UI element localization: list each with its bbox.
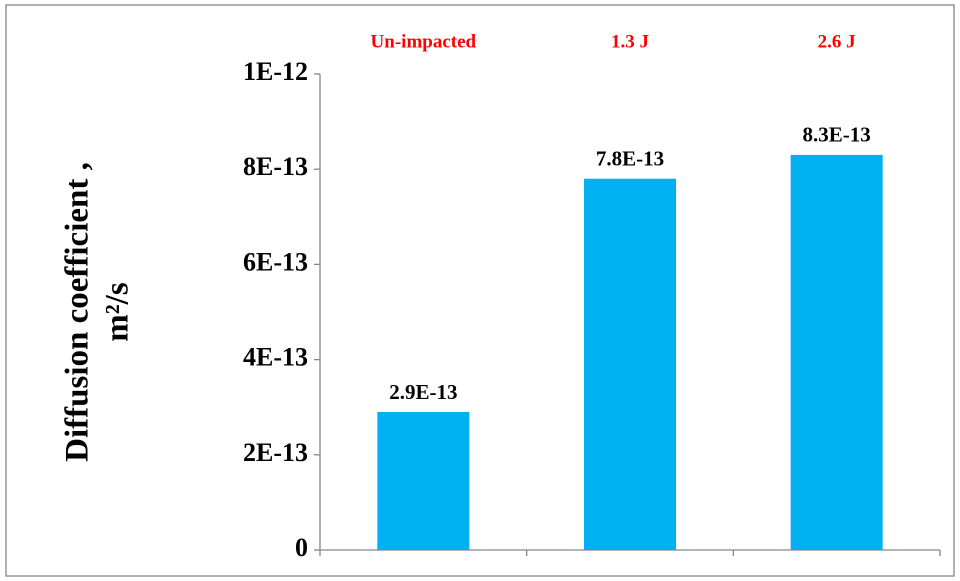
bar: [584, 178, 676, 550]
y-tick-label: 8E-13: [243, 152, 308, 181]
y-axis-title: Diffusion coefficient , m²/s: [60, 162, 136, 462]
bar: [377, 411, 470, 550]
y-label-line: m²/s: [100, 282, 136, 342]
value-label: 8.3E-13: [803, 123, 871, 147]
value-label: 7.8E-13: [596, 147, 664, 171]
y-tick-label: 2E-13: [243, 438, 308, 467]
y-label-line: Diffusion coefficient ,: [60, 162, 96, 462]
category-label: Un-impacted: [371, 31, 477, 52]
y-tick-label: 4E-13: [243, 343, 308, 372]
value-label: 2.9E-13: [389, 380, 457, 404]
y-tick-label: 0: [295, 533, 308, 562]
category-label: 1.3 J: [611, 31, 649, 52]
y-tick-label: 1E-12: [243, 57, 308, 86]
bar: [790, 154, 883, 551]
category-label: 2.6 J: [818, 31, 856, 52]
y-tick-label: 6E-13: [243, 247, 308, 276]
